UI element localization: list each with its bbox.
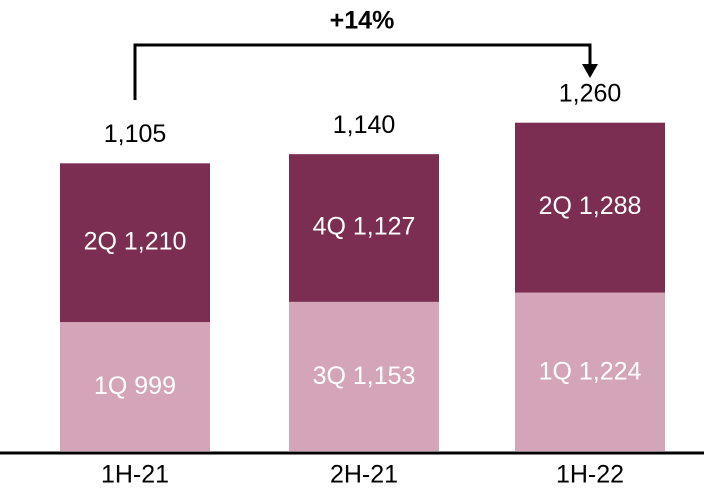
segment-label: 2Q 1,288	[539, 192, 642, 220]
total-label: 1,105	[104, 120, 167, 148]
growth-arrow	[133, 43, 592, 100]
x-tick-label: 1H-22	[556, 461, 624, 489]
segment-label: 4Q 1,127	[313, 213, 416, 241]
bar-segment	[60, 163, 210, 323]
segment-label: 1Q 999	[94, 372, 176, 400]
segment-label: 1Q 1,224	[539, 357, 642, 385]
bar-segment	[60, 322, 210, 451]
growth-annotation: +14%	[330, 7, 395, 35]
bar-segment	[515, 122, 665, 293]
arrow-head	[582, 64, 598, 78]
bar-segment	[289, 301, 439, 451]
total-label: 1,140	[333, 111, 396, 139]
segment-label: 2Q 1,210	[84, 227, 187, 255]
bar-segment	[289, 154, 439, 302]
total-label: 1,260	[559, 79, 622, 107]
x-tick-label: 1H-21	[101, 461, 169, 489]
x-tick-label: 2H-21	[330, 461, 398, 489]
segment-label: 3Q 1,153	[313, 362, 416, 390]
bar-segment	[515, 292, 665, 451]
